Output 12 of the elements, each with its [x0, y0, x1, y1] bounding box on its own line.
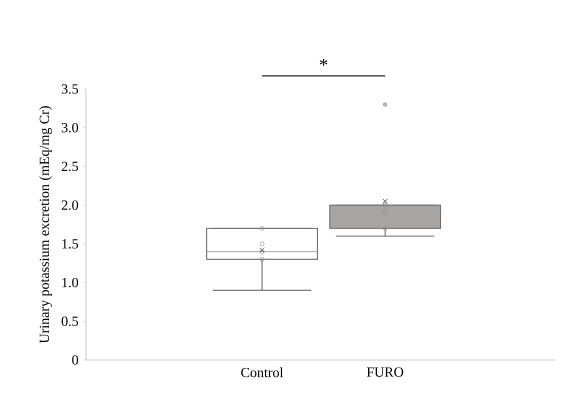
- y-tick-label: 0.5: [62, 316, 78, 326]
- y-axis-title: Urinary potassium excretion (mEq/mg Cr): [39, 106, 52, 344]
- y-tick-label: 2.5: [62, 162, 78, 172]
- text: *: [320, 58, 328, 66]
- x-tick-label: FURO: [366, 367, 404, 377]
- y-tick-label: 1.5: [62, 239, 78, 249]
- y-tick-label: 3.0: [62, 122, 78, 132]
- y-tick-label: 1.0: [62, 278, 78, 288]
- y-tick-label: 0: [72, 355, 78, 365]
- y-tick-label: 2.0: [62, 200, 78, 210]
- y-tick-label: 3.5: [62, 84, 78, 94]
- x-tick-label: Control: [241, 367, 284, 378]
